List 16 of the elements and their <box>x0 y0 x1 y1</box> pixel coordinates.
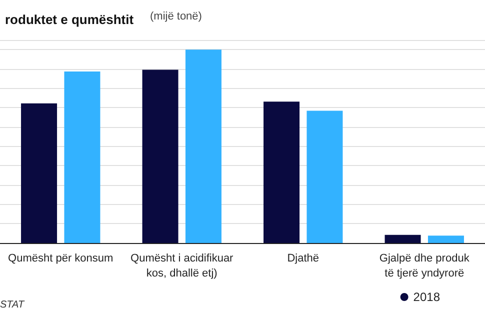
bar <box>306 110 343 243</box>
chart-title: roduktet e qumështit <box>5 12 134 27</box>
x-tick-label: Qumësht për konsum <box>8 252 114 264</box>
text: STAT <box>0 300 25 310</box>
bar <box>64 72 100 243</box>
bar <box>21 103 58 243</box>
chart-subtitle: (mijë tonë) <box>150 10 202 22</box>
x-tick-label: Djathë <box>287 252 320 264</box>
x-tick-label: Gjalpë dhe produk të tjerë yndyrorë <box>379 252 470 280</box>
x-tick-label: Qumësht i acidifikuar kos, dhallë etj) <box>130 252 234 280</box>
bar <box>185 50 222 243</box>
bar <box>384 234 421 243</box>
bar <box>264 102 300 243</box>
bar <box>428 236 464 243</box>
legend-label: 2018 <box>413 290 440 304</box>
bar <box>142 70 178 243</box>
